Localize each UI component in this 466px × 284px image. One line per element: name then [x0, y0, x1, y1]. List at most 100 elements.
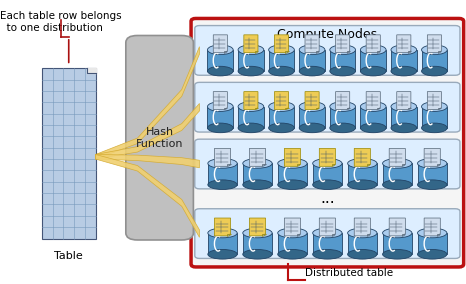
Polygon shape [367, 164, 370, 166]
Polygon shape [224, 51, 227, 53]
Ellipse shape [243, 249, 272, 259]
Polygon shape [408, 108, 411, 110]
FancyBboxPatch shape [330, 106, 356, 128]
Polygon shape [439, 51, 441, 53]
Polygon shape [284, 149, 301, 166]
Ellipse shape [418, 158, 447, 168]
Polygon shape [305, 35, 319, 53]
Polygon shape [274, 92, 288, 110]
Ellipse shape [268, 45, 295, 55]
FancyBboxPatch shape [195, 139, 460, 189]
Polygon shape [316, 51, 319, 53]
Ellipse shape [422, 102, 447, 111]
Ellipse shape [391, 123, 417, 133]
Polygon shape [336, 35, 350, 53]
Ellipse shape [391, 45, 417, 55]
FancyBboxPatch shape [268, 50, 295, 71]
FancyBboxPatch shape [383, 163, 412, 185]
Ellipse shape [422, 66, 447, 76]
Ellipse shape [348, 249, 377, 259]
Polygon shape [255, 108, 258, 110]
Ellipse shape [418, 228, 447, 238]
Ellipse shape [360, 102, 386, 111]
Ellipse shape [360, 123, 386, 133]
Ellipse shape [208, 249, 237, 259]
Ellipse shape [348, 158, 377, 168]
Polygon shape [427, 35, 441, 53]
Ellipse shape [268, 66, 295, 76]
FancyBboxPatch shape [278, 163, 307, 185]
FancyBboxPatch shape [422, 106, 447, 128]
Polygon shape [366, 35, 380, 53]
FancyBboxPatch shape [207, 50, 233, 71]
Polygon shape [244, 35, 258, 53]
Ellipse shape [238, 102, 264, 111]
Polygon shape [439, 108, 441, 110]
Polygon shape [347, 108, 350, 110]
Polygon shape [262, 164, 266, 166]
Ellipse shape [208, 180, 237, 189]
FancyBboxPatch shape [348, 233, 377, 254]
Ellipse shape [207, 45, 233, 55]
FancyBboxPatch shape [360, 106, 386, 128]
Ellipse shape [313, 228, 342, 238]
Polygon shape [336, 92, 350, 110]
Polygon shape [316, 108, 319, 110]
FancyBboxPatch shape [299, 50, 325, 71]
Polygon shape [255, 51, 258, 53]
Ellipse shape [207, 66, 233, 76]
Polygon shape [354, 149, 370, 166]
FancyBboxPatch shape [383, 233, 412, 254]
Polygon shape [402, 164, 405, 166]
Ellipse shape [207, 123, 233, 133]
Ellipse shape [278, 180, 307, 189]
Ellipse shape [243, 228, 272, 238]
Polygon shape [402, 234, 405, 236]
FancyBboxPatch shape [238, 106, 264, 128]
FancyBboxPatch shape [238, 50, 264, 71]
Ellipse shape [313, 158, 342, 168]
Ellipse shape [299, 45, 325, 55]
Ellipse shape [299, 123, 325, 133]
Polygon shape [347, 51, 350, 53]
Polygon shape [96, 154, 199, 168]
Polygon shape [332, 234, 336, 236]
Polygon shape [87, 68, 96, 73]
Ellipse shape [330, 123, 356, 133]
Ellipse shape [299, 102, 325, 111]
Ellipse shape [360, 45, 386, 55]
Polygon shape [332, 164, 336, 166]
Polygon shape [286, 108, 288, 110]
Polygon shape [424, 218, 440, 236]
Polygon shape [397, 35, 411, 53]
FancyBboxPatch shape [422, 50, 447, 71]
Polygon shape [389, 149, 405, 166]
Ellipse shape [268, 102, 295, 111]
Text: ...: ... [320, 191, 335, 206]
Ellipse shape [299, 66, 325, 76]
Ellipse shape [238, 123, 264, 133]
Ellipse shape [313, 249, 342, 259]
Polygon shape [305, 92, 319, 110]
FancyBboxPatch shape [195, 82, 460, 132]
FancyBboxPatch shape [278, 233, 307, 254]
FancyBboxPatch shape [195, 209, 460, 258]
Polygon shape [249, 218, 266, 236]
Ellipse shape [383, 249, 412, 259]
Ellipse shape [383, 228, 412, 238]
FancyBboxPatch shape [391, 50, 417, 71]
Ellipse shape [278, 249, 307, 259]
Ellipse shape [313, 180, 342, 189]
Polygon shape [227, 164, 231, 166]
Ellipse shape [208, 158, 237, 168]
FancyBboxPatch shape [191, 18, 464, 267]
Polygon shape [42, 68, 96, 239]
FancyBboxPatch shape [126, 36, 193, 240]
Polygon shape [354, 218, 370, 236]
Polygon shape [319, 218, 336, 236]
Ellipse shape [330, 66, 356, 76]
Polygon shape [297, 234, 301, 236]
Polygon shape [214, 149, 231, 166]
Ellipse shape [383, 180, 412, 189]
FancyBboxPatch shape [313, 163, 342, 185]
